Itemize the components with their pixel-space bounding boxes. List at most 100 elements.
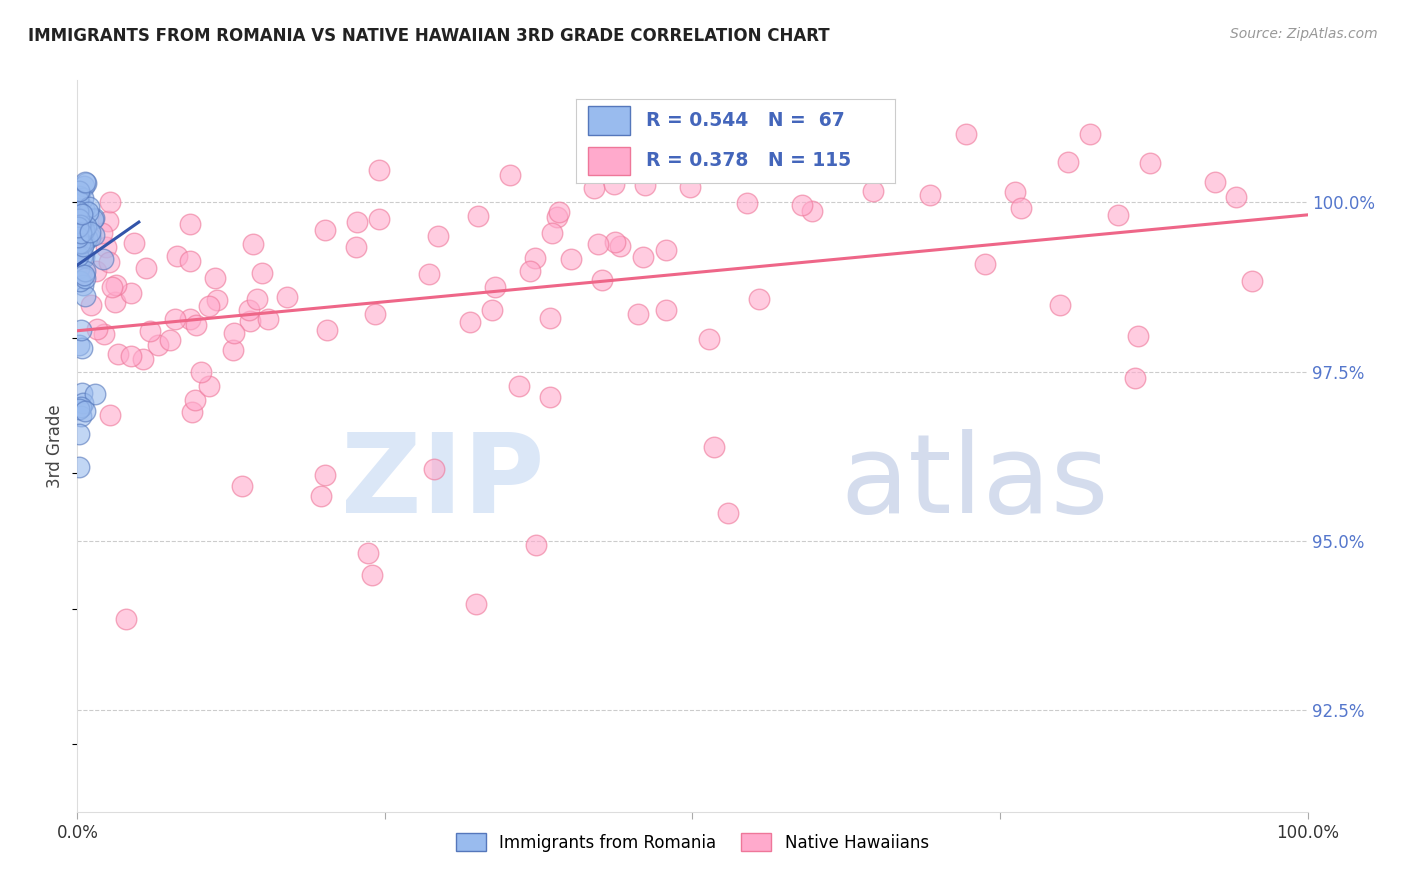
Point [250,266,273,280]
Point [66,211,89,226]
Point [73,235,96,250]
Point [548,205,571,219]
Point [238,314,260,328]
Point [790,198,813,212]
Point [198,378,221,392]
Point [83,211,105,225]
Point [582,181,605,195]
Point [69,229,91,244]
Point [66,203,89,218]
Point [360,567,382,582]
Point [93,326,115,341]
Point [1225,189,1247,203]
Point [107,346,129,360]
Point [73,179,96,194]
Point [70,226,93,240]
Point [256,311,278,326]
Point [72,396,94,410]
Point [368,163,391,178]
Point [1049,298,1071,312]
Point [179,217,201,231]
Point [198,299,221,313]
Point [316,323,339,337]
Point [69,274,91,288]
Point [309,489,332,503]
Point [75,176,97,190]
Point [524,538,547,552]
Point [67,206,90,220]
Point [70,401,93,415]
Point [655,243,678,257]
Point [1128,329,1150,343]
Point [484,280,506,294]
Point [276,290,298,304]
Point [120,285,142,300]
Point [72,239,94,253]
Point [204,270,226,285]
Point [523,251,546,265]
Point [357,546,380,560]
Point [163,311,186,326]
Point [83,228,105,243]
Point [538,311,561,326]
Point [70,208,93,222]
Point [603,177,626,191]
Point [132,352,155,367]
Point [135,260,157,275]
Point [66,193,89,207]
Point [72,341,94,355]
Point [79,225,101,239]
Point [1107,208,1129,222]
Point [67,229,90,244]
Point [103,295,125,310]
Point [314,468,336,483]
Point [231,479,253,493]
Point [73,202,96,216]
Point [481,303,503,318]
Point [69,266,91,280]
Point [67,239,90,253]
Point [508,379,530,393]
Point [100,280,122,294]
Point [70,385,93,400]
Point [84,264,107,278]
Point [69,236,91,251]
Point [184,318,207,332]
Point [69,225,91,239]
Point [72,221,94,235]
Point [588,236,610,251]
Point [344,239,367,253]
Point [546,211,568,225]
Point [75,264,97,278]
Point [699,332,721,346]
Point [69,409,91,423]
Point [605,235,627,250]
Point [464,597,486,611]
Point [86,322,108,336]
Point [67,401,90,416]
Point [66,227,89,242]
Legend: Immigrants from Romania, Native Hawaiians: Immigrants from Romania, Native Hawaiian… [450,826,935,858]
Point [73,271,96,285]
Point [75,289,97,303]
Text: IMMIGRANTS FROM ROMANIA VS NATIVE HAWAIIAN 3RD GRADE CORRELATION CHART: IMMIGRANTS FROM ROMANIA VS NATIVE HAWAII… [28,27,830,45]
Point [748,292,770,306]
Point [591,273,613,287]
Point [70,236,93,251]
Point [139,324,162,338]
Point [70,207,93,221]
Point [423,461,446,475]
Point [190,365,212,379]
Point [1078,128,1101,142]
Point [104,277,127,292]
Point [73,404,96,418]
Point [346,215,368,229]
Point [499,169,522,183]
Point [159,333,181,347]
Point [91,252,114,266]
Point [66,218,89,232]
Point [67,427,90,442]
Point [72,278,94,293]
Text: atlas: atlas [841,429,1108,536]
Point [238,303,260,318]
